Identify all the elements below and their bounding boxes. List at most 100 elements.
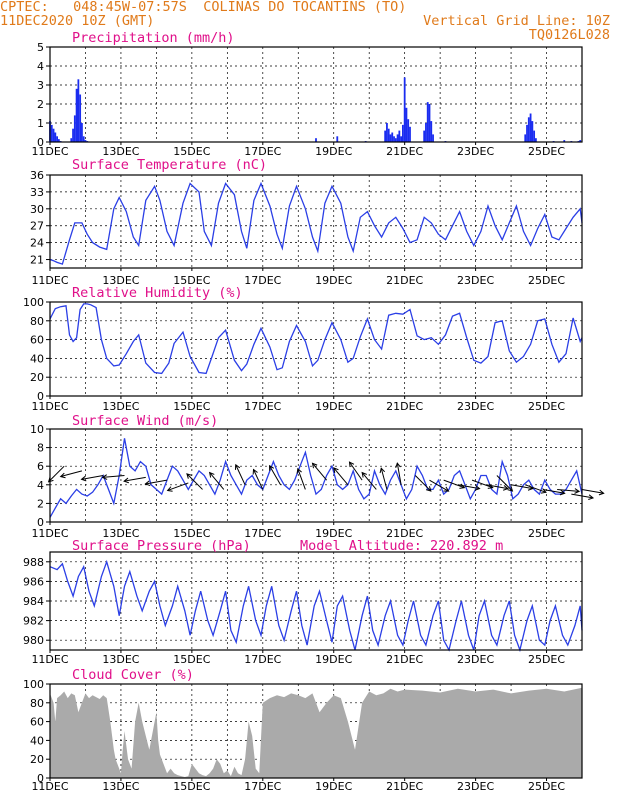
wind-arrow-shaft (124, 476, 146, 482)
y-tick-label: 984 (23, 595, 44, 608)
wind-arrow (379, 467, 388, 490)
date-tick-label: 19DEC (315, 274, 352, 287)
precip-bar (579, 140, 582, 142)
date-tick-label: 25DEC (528, 274, 565, 287)
wind-arrow-head (166, 486, 173, 492)
date-tick-label: 15DEC (173, 780, 210, 793)
date-tick-label: 25DEC (528, 527, 565, 540)
precip-bar (534, 138, 537, 142)
y-tick-label: 0 (37, 516, 44, 529)
wind-arrow-head (208, 471, 215, 478)
date-tick-label: 19DEC (315, 653, 352, 666)
y-tick-label: 986 (23, 575, 44, 588)
wind-arrow (144, 479, 168, 487)
wind-arrow-shaft (486, 484, 508, 490)
precip-bar (398, 130, 401, 142)
precip-bar (527, 117, 530, 142)
precip-bar (533, 130, 536, 142)
precip-bar (526, 124, 528, 142)
wind-arrow-shaft (457, 484, 480, 490)
y-tick-label: 60 (30, 716, 44, 729)
wind-arrow-head (379, 467, 386, 474)
wind-arrow-head (311, 462, 318, 469)
precip-bar (396, 134, 399, 142)
wind-arrow-shaft (297, 468, 306, 490)
y-tick-label: 100 (23, 678, 44, 691)
wind-arrow-head (333, 467, 339, 473)
header-run-date: 11DEC2020 10Z (GMT) (0, 13, 155, 29)
date-tick-label: 25DEC (528, 145, 565, 158)
date-tick-label: 21DEC (386, 400, 423, 413)
wind-arrow-head (186, 473, 192, 479)
wind-arrow-head (598, 489, 605, 496)
precip-bar (423, 130, 426, 142)
y-tick-label: 40 (30, 352, 44, 365)
wind-arrow-head (296, 467, 302, 474)
date-tick-label: 19DEC (315, 145, 352, 158)
wind-arrow-head (588, 494, 595, 500)
date-tick-label: 21DEC (386, 653, 423, 666)
y-tick-label: 0 (37, 390, 44, 403)
precip-bar (57, 139, 60, 142)
wind-arrow (457, 484, 481, 491)
wind-arrow-shaft (414, 475, 432, 492)
panel-frame (49, 683, 583, 779)
precip-bar (426, 102, 429, 142)
wind-arrow-head (348, 461, 355, 468)
header-grid-note: Vertical Grid Line: 10Z (423, 13, 610, 29)
wind-arrow (333, 467, 349, 486)
y-tick-label: 30 (30, 203, 44, 216)
wind-arrow-shaft (510, 484, 533, 490)
header-location: CPTEC: 048:45W-07:57S COLINAS DO TOCANTI… (0, 0, 407, 15)
wind-arrow-shaft (471, 479, 493, 489)
cloud-cover-area (50, 687, 582, 778)
wind-arrow (252, 468, 264, 490)
wind-arrow-head (474, 485, 481, 491)
y-tick-label: 0 (37, 136, 44, 149)
wind-arrow-shaft (60, 470, 83, 478)
precip-bar (73, 115, 76, 142)
panel-frame (49, 551, 583, 651)
y-tick-label: 20 (30, 371, 44, 384)
date-tick-label: 11DEC (31, 274, 68, 287)
precip-bar (75, 88, 78, 142)
panel-4: 0 2 4 6 8 10 Surface Wind (m/s) 11DEC 13DEC 15DEC… (30, 413, 605, 540)
y-tick-label: 988 (23, 556, 44, 569)
wind-arrow-shaft (396, 463, 402, 485)
precip-bar (70, 138, 73, 142)
date-tick-label: 13DEC (102, 274, 139, 287)
date-tick-label: 25DEC (528, 400, 565, 413)
wind-arrow (311, 462, 328, 481)
series-line (49, 559, 583, 653)
y-tick-label: 4 (37, 479, 44, 492)
date-tick-label: 13DEC (102, 400, 139, 413)
y-tick-label: 21 (30, 254, 44, 267)
precip-bar (54, 132, 57, 142)
wind-arrow-head (503, 485, 509, 491)
wind-arrow (557, 488, 581, 494)
date-tick-label: 23DEC (457, 653, 494, 666)
wind-arrow-shaft (581, 488, 604, 494)
wind-arrow-shaft (525, 484, 547, 493)
precip-bar (403, 77, 406, 142)
panel-2: 21 24 27 30 33 36 Surface Temperature (nC) 11DE… (30, 157, 583, 287)
panel-frame (49, 46, 583, 143)
y-tick-label: 980 (23, 634, 44, 647)
date-tick-label: 17DEC (244, 527, 281, 540)
wind-arrow-shaft (235, 464, 246, 486)
precip-bar (529, 113, 532, 142)
wind-arrow-head (252, 468, 258, 475)
wind-arrow-head (269, 464, 275, 471)
y-tick-label: 24 (30, 237, 44, 250)
y-tick-label: 4 (37, 60, 44, 73)
y-tick-label: 982 (23, 615, 44, 628)
wind-arrow-shaft (48, 465, 65, 483)
panel-title: Surface Wind (m/s) (72, 413, 218, 429)
precip-bar (428, 104, 431, 142)
y-tick-label: 6 (37, 460, 44, 473)
wind-arrow-shaft (443, 479, 465, 489)
date-tick-label: 21DEC (386, 780, 423, 793)
precip-bar (52, 128, 55, 142)
wind-arrow (496, 475, 514, 492)
